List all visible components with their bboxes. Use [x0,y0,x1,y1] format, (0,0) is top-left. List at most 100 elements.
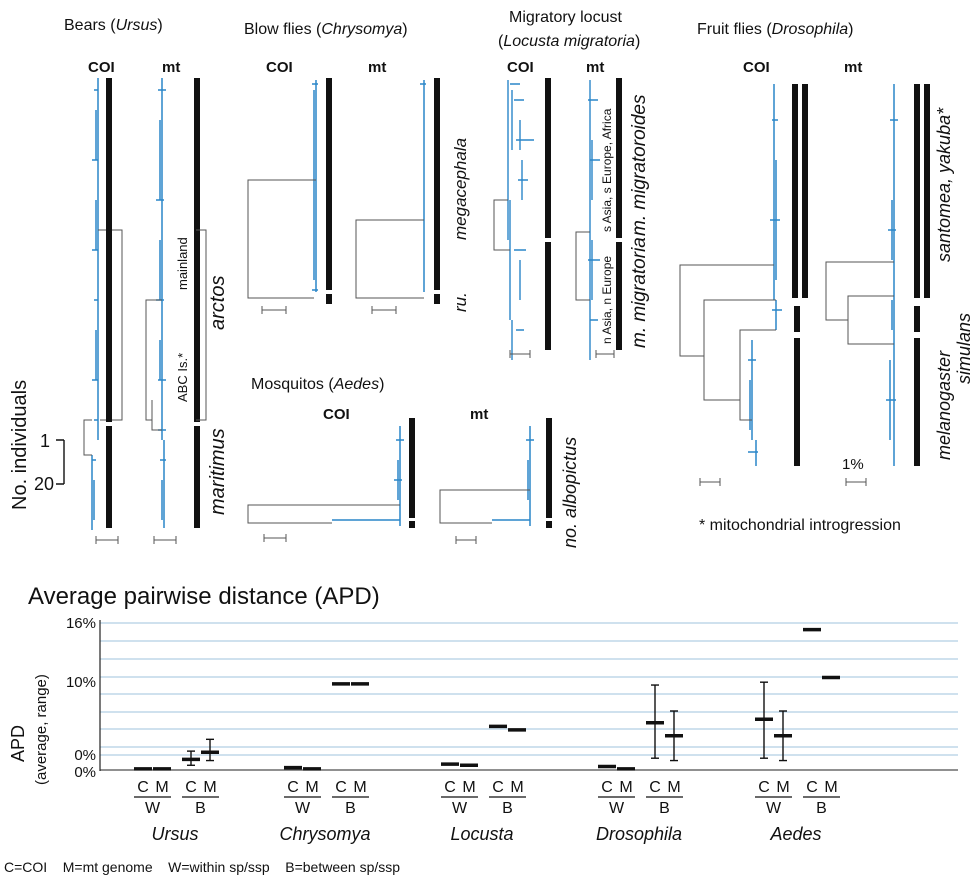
individuals-tick-20: 20 [34,474,54,494]
blowflies-mt-scale [371,306,397,314]
locust-ssp-2: m. migratoria [629,237,650,348]
apd-bracket-label: B [345,800,356,817]
apd-marker-label: M [155,779,168,796]
blowflies-title-end: ) [402,21,407,38]
bears-mt-backbone [145,299,162,431]
apd-y-label: APD [8,725,28,762]
apd-group-label: Drosophila [596,824,682,844]
locust-mt-backbone [575,231,590,301]
locust-region-2: n Asia, n Europe [600,256,614,344]
apd-y-ticks: 16% 10% 0%0% [66,615,96,781]
bears-coi-scale [95,536,119,544]
bears-title: Bears ( [64,17,116,34]
panel-mosquitos: Mosquitos (Aedes) COI mt no. albopictus [247,376,580,548]
blowflies-mt-backbone [355,219,424,299]
apd-marker-label: C [601,779,613,796]
individuals-axis-line [56,439,65,485]
bears-genus: Ursus [116,17,158,34]
apd-marker-label: M [305,779,318,796]
bears-mt-label: mt [162,59,180,76]
bears-coi-bar-maritimus [106,426,112,528]
locust-ssp-1: m. migratoroides [629,94,650,236]
fruitflies-coi-scale [699,478,721,486]
apd-marker-label: M [824,779,837,796]
blowflies-mt-tree [420,80,426,292]
blowflies-mt-label: mt [368,59,386,76]
bears-mt-scale [153,536,177,544]
fruitflies-mt-label: mt [844,59,862,76]
bears-mt-bar-arctos [194,78,200,422]
svg-text:Bears (Ursus): Bears (Ursus) [64,17,163,34]
blowflies-mt-bar-megacephala [434,78,440,290]
apd-marks [134,627,840,771]
bears-mt-bracket [196,229,207,421]
mosquitos-coi-label: COI [323,406,350,423]
fruitflies-coi-tree [748,84,782,466]
apd-marker-label: M [203,779,216,796]
fruitflies-mt-backbone [825,261,894,345]
locust-mt-bar-1 [616,78,622,238]
apd-marker-label: C [287,779,299,796]
bears-coi-label: COI [88,59,115,76]
fruitflies-coi-bar-1b [802,84,808,298]
blowflies-genus: Chrysomya [321,21,402,38]
panel-bears: Bears (Ursus) COI mt mainland ABC Is.* a… [64,17,229,544]
apd-marker-label: M [353,779,366,796]
fruitflies-scale-label: 1% [842,456,864,473]
apd-y-tick-label: 16% [66,615,96,632]
apd-marker-label: M [667,779,680,796]
mosquitos-mt-bar-2 [546,521,552,528]
locust-coi-backbone [493,199,510,251]
apd-bracket-label: B [816,800,827,817]
fruitflies-genus: Drosophila [772,21,849,38]
apd-title: Average pairwise distance (APD) [28,583,380,610]
fruitflies-title: Fruit flies ( [697,21,772,38]
blowflies-coi-backbone [247,179,316,299]
svg-text:Fruit flies (Drosophila): Fruit flies (Drosophila) [697,21,853,38]
apd-marker-label: C [806,779,818,796]
locust-coi-scale [509,350,531,358]
apd-bracket-label: B [195,800,206,817]
blowflies-coi-tree [312,80,318,292]
bears-species-maritimus: maritimus [207,428,229,515]
locust-title-line1: Migratory locust [509,9,622,26]
mosquitos-coi-scale [263,534,287,542]
bears-coi-tree [91,78,99,530]
blowflies-species-ru: ru. [451,292,470,312]
apd-bracket-label: W [609,800,625,817]
fruitflies-mt-tree [886,84,898,466]
bears-title-end: ) [157,17,162,34]
apd-bracket-label: W [452,800,468,817]
apd-chart: Average pairwise distance (APD) 16% 10% 0%… [4,583,958,875]
panel-locust: Migratory locust (Locusta migratoria) CO… [493,9,650,360]
mosquitos-mt-backbone [439,489,530,524]
locust-coi-bar-2 [545,242,551,350]
apd-marker-label: M [619,779,632,796]
mosquitos-title-end: ) [379,376,384,393]
apd-bracket-label: W [145,800,161,817]
fruitflies-species-1: santomea, yakuba* [934,107,954,262]
individuals-tick-1: 1 [40,431,50,451]
apd-marker-label: M [462,779,475,796]
fruitflies-species-3: melanogaster [934,350,954,460]
mosquitos-coi-backbone [247,504,400,524]
fruitflies-species-2: simulans [954,313,974,384]
locust-title-paren-open: ( [498,33,504,50]
bears-coi-backbone [83,229,123,456]
svg-text:Blow flies (Chrysomya): Blow flies (Chrysomya) [244,21,408,38]
fruitflies-coi-backbone [679,264,776,421]
apd-marker-label: C [335,779,347,796]
mosquitos-coi-bar-1 [409,418,415,518]
blowflies-coi-bar-ru [326,294,332,304]
locust-mt-tree [588,80,600,360]
mosquitos-coi-tree [332,426,404,526]
apd-bracket-label: W [766,800,782,817]
mosquitos-title: Mosquitos ( [251,376,334,393]
apd-group-label: Ursus [151,824,198,844]
fruitflies-mt-scale [845,478,867,486]
apd-y-tick-label: 0% [74,764,96,781]
bears-coi-bar-arctos [106,78,112,422]
apd-legend: C=COI M=mt genome W=within sp/ssp B=betw… [4,859,400,875]
introgression-footnote: * mitochondrial introgression [699,517,901,534]
